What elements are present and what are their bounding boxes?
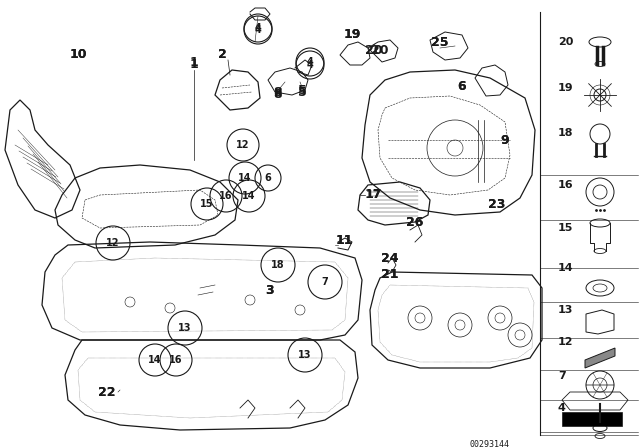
Text: 6: 6 — [264, 173, 271, 183]
Bar — [562, 412, 622, 426]
Text: 13: 13 — [179, 323, 192, 333]
Text: 16: 16 — [169, 355, 183, 365]
Text: 24: 24 — [381, 251, 399, 264]
Polygon shape — [585, 348, 615, 368]
Text: 19: 19 — [343, 29, 361, 42]
Text: 20: 20 — [365, 43, 383, 56]
Text: 5: 5 — [298, 86, 307, 99]
Text: 1: 1 — [189, 56, 198, 69]
Text: 8: 8 — [274, 89, 282, 102]
Text: 25: 25 — [431, 35, 449, 48]
Text: 1: 1 — [189, 59, 198, 72]
Text: 4: 4 — [255, 23, 261, 33]
Text: 11: 11 — [335, 233, 353, 246]
Text: 20: 20 — [371, 43, 388, 56]
Text: 3: 3 — [266, 284, 275, 297]
Text: 8: 8 — [274, 86, 282, 99]
Text: 19: 19 — [343, 29, 361, 42]
Text: 19: 19 — [558, 83, 573, 93]
Text: 9: 9 — [500, 134, 509, 146]
Text: 22: 22 — [99, 385, 116, 399]
Text: 9: 9 — [500, 134, 509, 146]
Text: 4: 4 — [307, 60, 314, 70]
Text: 15: 15 — [200, 199, 214, 209]
Text: 14: 14 — [238, 173, 252, 183]
Text: 6: 6 — [458, 81, 467, 94]
Text: 5: 5 — [298, 83, 307, 96]
Text: 13: 13 — [298, 350, 312, 360]
Text: 00293144: 00293144 — [470, 440, 510, 448]
Text: 17: 17 — [364, 189, 381, 202]
Text: 4: 4 — [558, 403, 566, 413]
Text: 26: 26 — [406, 215, 424, 228]
Text: 14: 14 — [243, 191, 256, 201]
Text: 12: 12 — [106, 238, 120, 248]
Text: 26: 26 — [406, 215, 424, 228]
Text: 22: 22 — [99, 385, 116, 399]
Text: 17: 17 — [365, 190, 381, 200]
Text: 12: 12 — [236, 140, 250, 150]
Text: 7: 7 — [558, 371, 566, 381]
Text: 3: 3 — [266, 284, 275, 297]
Text: 25: 25 — [431, 35, 449, 48]
Text: 2: 2 — [218, 48, 227, 61]
Text: 20: 20 — [558, 37, 573, 47]
Text: 4: 4 — [255, 25, 261, 35]
Text: 13: 13 — [558, 305, 573, 315]
Text: 23: 23 — [488, 198, 506, 211]
Text: 24: 24 — [381, 251, 399, 264]
Text: 11: 11 — [335, 233, 353, 246]
Text: 18: 18 — [271, 260, 285, 270]
Text: 7: 7 — [322, 277, 328, 287]
Text: 15: 15 — [558, 223, 573, 233]
Text: 21: 21 — [381, 268, 399, 281]
Text: 16: 16 — [220, 191, 233, 201]
Text: 6: 6 — [458, 81, 467, 94]
Text: 10: 10 — [69, 48, 87, 61]
Text: 4: 4 — [307, 57, 314, 67]
Text: 18: 18 — [558, 128, 573, 138]
Text: 23: 23 — [488, 198, 506, 211]
Text: 12: 12 — [558, 337, 573, 347]
Text: 2: 2 — [218, 48, 227, 61]
Text: 10: 10 — [69, 48, 87, 61]
Text: 16: 16 — [558, 180, 573, 190]
Text: 14: 14 — [558, 263, 573, 273]
Text: 14: 14 — [148, 355, 162, 365]
Text: 21: 21 — [381, 268, 399, 281]
